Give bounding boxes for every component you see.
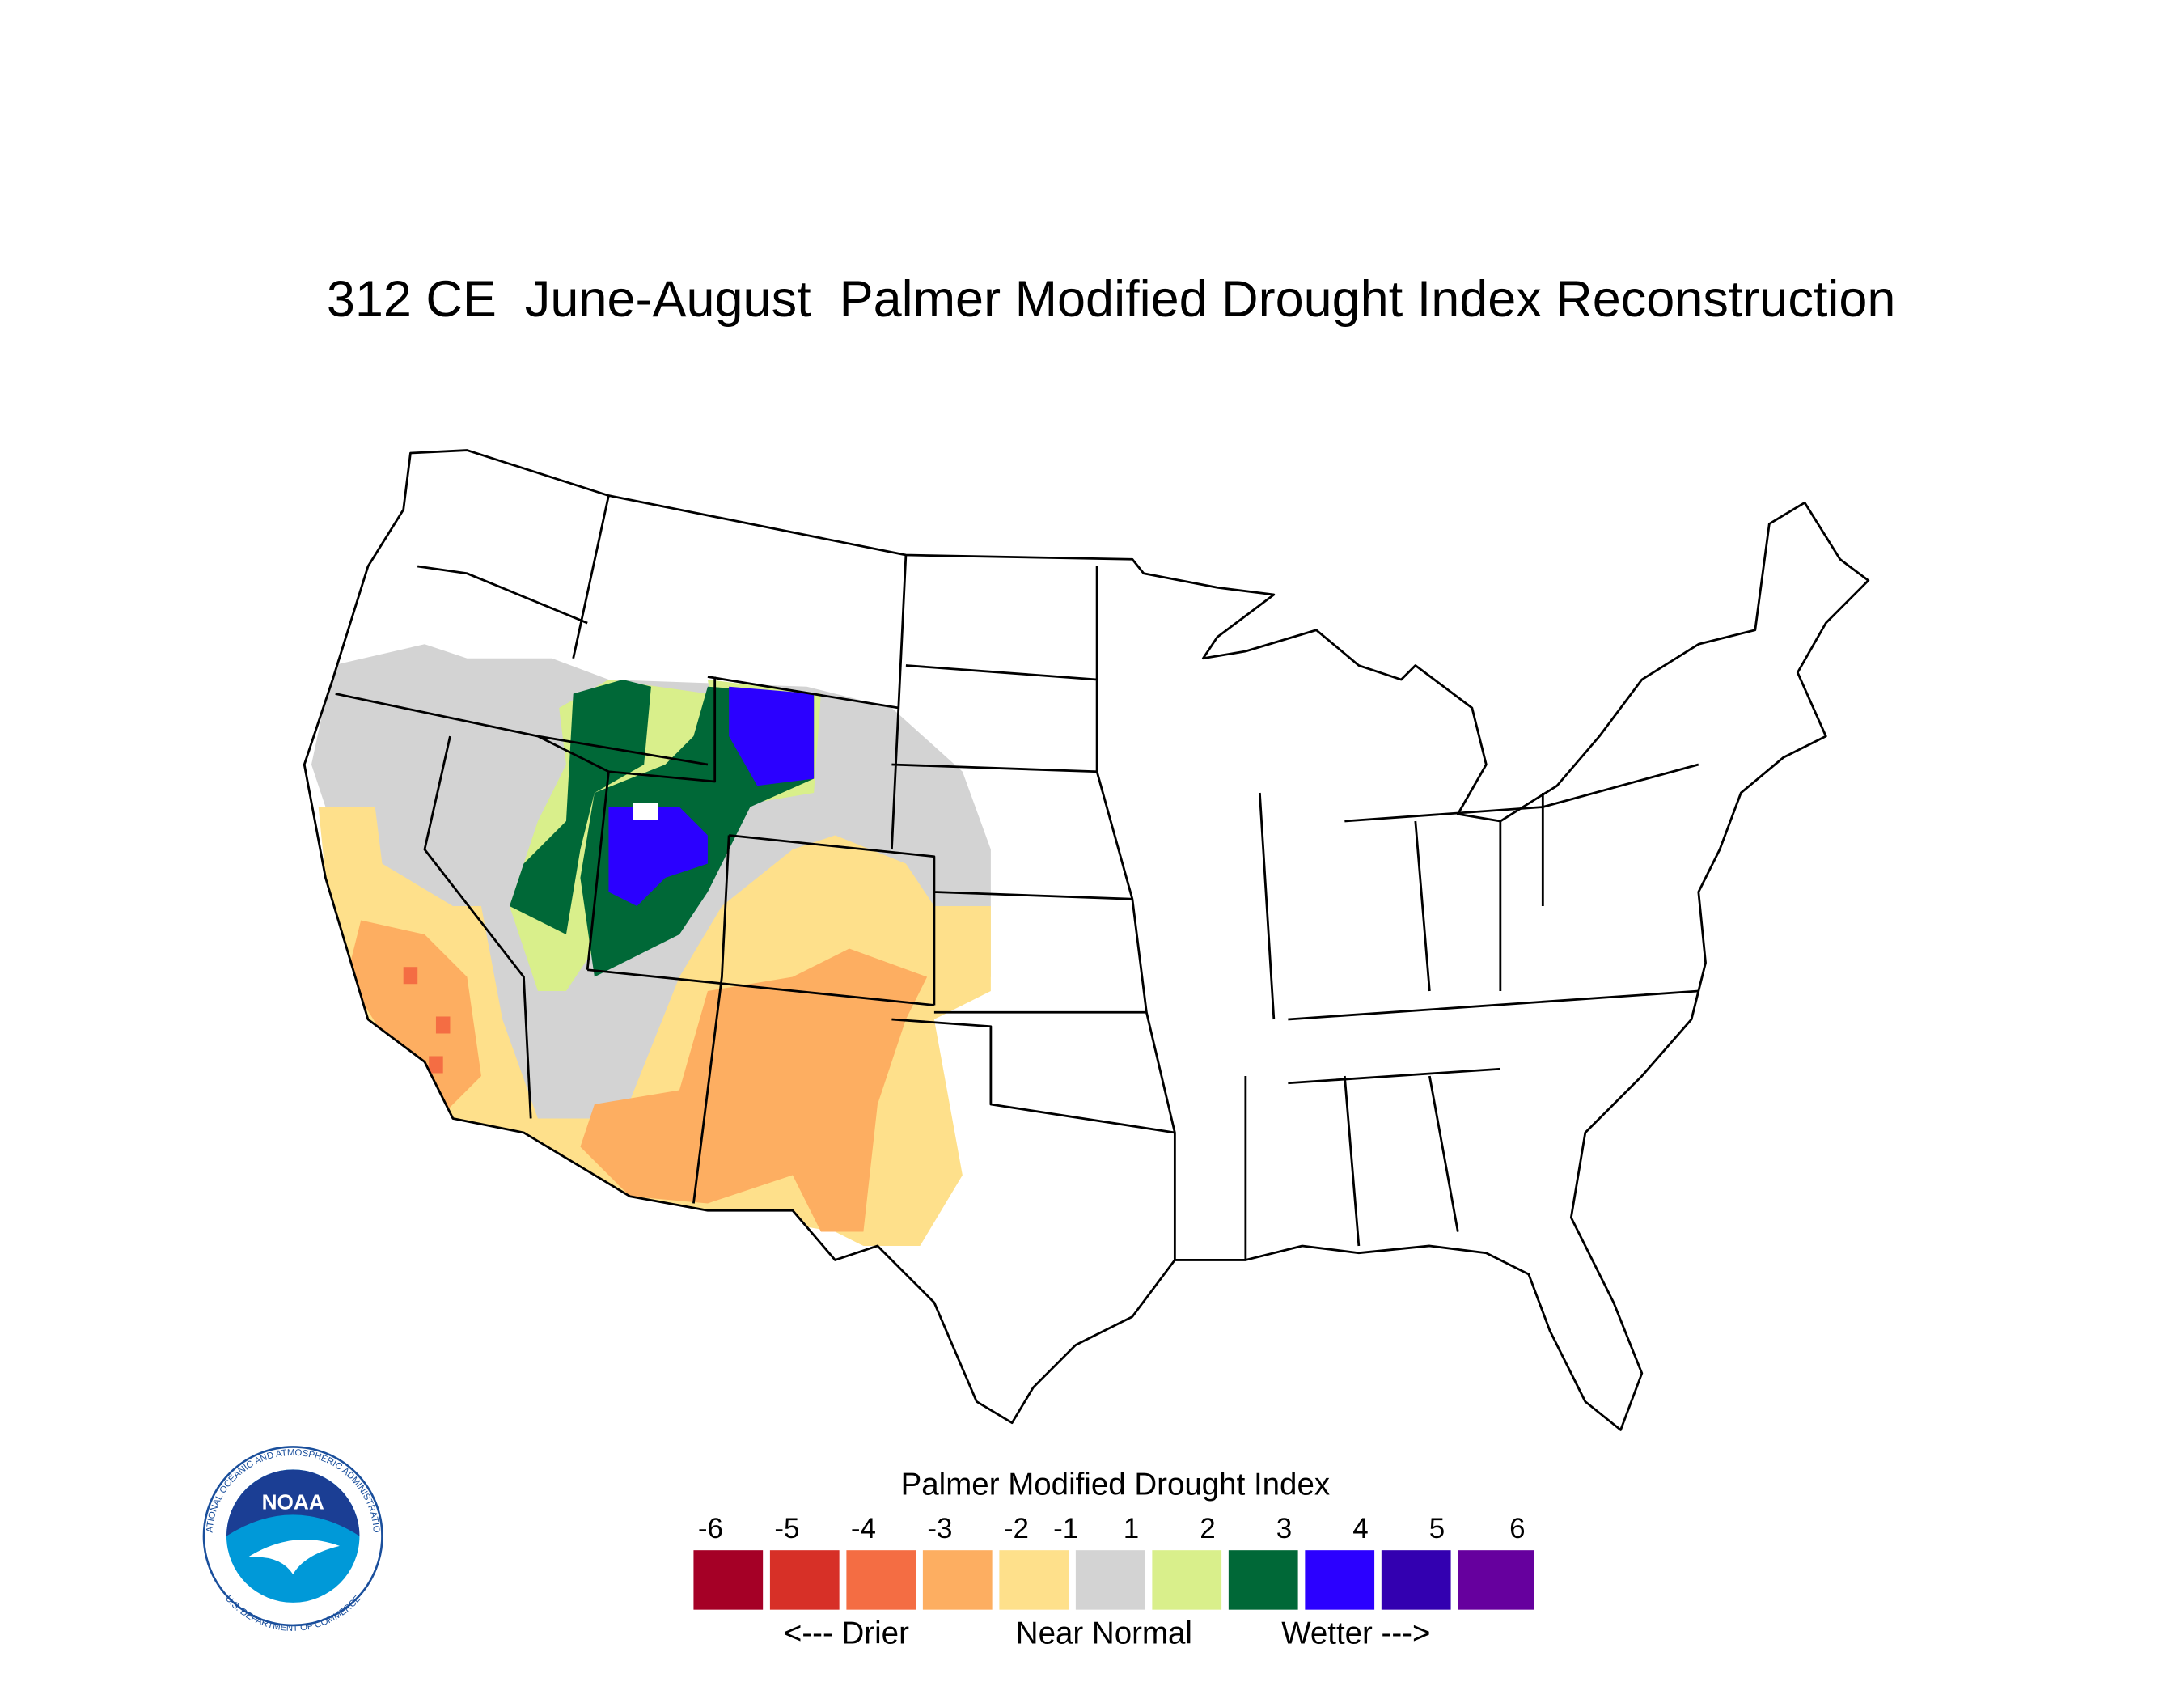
legend: Palmer Modified Drought Index -6 -5 -4 -3 -2… xyxy=(693,1468,1534,1650)
region xyxy=(580,948,928,1232)
region xyxy=(509,680,651,934)
logo-text: NOAA xyxy=(262,1489,324,1514)
legend-label: <--- Drier xyxy=(784,1616,909,1650)
legend-tick-label: 3 xyxy=(1276,1513,1292,1544)
region xyxy=(346,920,481,1119)
logo-bird xyxy=(248,1540,340,1574)
legend-swatch xyxy=(999,1550,1069,1610)
legend-swatch xyxy=(769,1550,840,1610)
legend-label: Near Normal xyxy=(1016,1616,1192,1650)
legend-label: Wetter ---> xyxy=(1281,1616,1430,1650)
legend-swatch xyxy=(1152,1550,1222,1610)
legend-title: Palmer Modified Drought Index xyxy=(901,1468,1331,1502)
legend-tick-label: -4 xyxy=(851,1513,876,1544)
legend-tick-label: 4 xyxy=(1352,1513,1368,1544)
legend-tick-label: 1 xyxy=(1124,1513,1139,1544)
region xyxy=(608,807,708,906)
legend-swatch xyxy=(1458,1550,1534,1610)
legend-swatch xyxy=(846,1550,916,1610)
legend-swatch xyxy=(922,1550,993,1610)
legend-swatch xyxy=(1305,1550,1375,1610)
legend-tick-label: -3 xyxy=(927,1513,952,1544)
drought-field xyxy=(311,644,991,1246)
state-borders xyxy=(335,495,1699,1260)
region xyxy=(403,967,418,985)
legend-swatch xyxy=(693,1550,764,1610)
legend-swatch xyxy=(1381,1550,1451,1610)
region xyxy=(633,803,658,820)
region xyxy=(729,686,815,786)
region xyxy=(429,1056,443,1074)
legend-swatch xyxy=(1075,1550,1145,1610)
map-title: 312 CE June-August Palmer Modified Droug… xyxy=(327,271,1896,328)
logo-top xyxy=(226,1469,360,1536)
legend-tick-label: 2 xyxy=(1200,1513,1215,1544)
legend-tick-label: -6 xyxy=(698,1513,723,1544)
legend-tick-label: 6 xyxy=(1509,1513,1525,1544)
legend-tick-label: -5 xyxy=(774,1513,799,1544)
legend-tick-label: -2 xyxy=(1004,1513,1029,1544)
legend-swatch xyxy=(1228,1550,1298,1610)
legend-tick-label: 5 xyxy=(1429,1513,1445,1544)
region xyxy=(435,1016,451,1034)
legend-tick-label: -1 xyxy=(1053,1513,1078,1544)
